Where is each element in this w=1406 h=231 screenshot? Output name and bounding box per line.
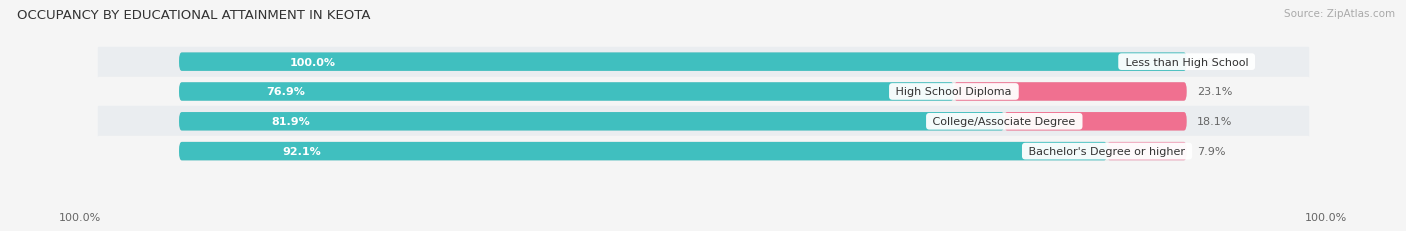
Bar xyxy=(98,137,1308,166)
Text: College/Associate Degree: College/Associate Degree xyxy=(929,117,1080,127)
Text: OCCUPANCY BY EDUCATIONAL ATTAINMENT IN KEOTA: OCCUPANCY BY EDUCATIONAL ATTAINMENT IN K… xyxy=(17,9,370,22)
Bar xyxy=(98,107,1308,137)
Bar xyxy=(98,77,1308,107)
Text: 23.1%: 23.1% xyxy=(1197,87,1232,97)
Text: 0.0%: 0.0% xyxy=(1197,57,1225,67)
FancyBboxPatch shape xyxy=(179,53,1187,72)
Legend: Owner-occupied, Renter-occupied: Owner-occupied, Renter-occupied xyxy=(579,228,827,231)
Text: 100.0%: 100.0% xyxy=(1305,212,1347,222)
FancyBboxPatch shape xyxy=(179,142,1107,161)
Text: 92.1%: 92.1% xyxy=(283,146,321,156)
FancyBboxPatch shape xyxy=(179,112,1004,131)
Text: Less than High School: Less than High School xyxy=(1122,57,1251,67)
Text: 100.0%: 100.0% xyxy=(290,57,336,67)
Text: 7.9%: 7.9% xyxy=(1197,146,1225,156)
FancyBboxPatch shape xyxy=(179,53,1187,72)
Text: Source: ZipAtlas.com: Source: ZipAtlas.com xyxy=(1284,9,1395,19)
FancyBboxPatch shape xyxy=(1107,142,1187,161)
FancyBboxPatch shape xyxy=(179,83,953,101)
Text: High School Diploma: High School Diploma xyxy=(893,87,1015,97)
Text: 76.9%: 76.9% xyxy=(267,87,305,97)
FancyBboxPatch shape xyxy=(179,112,1187,131)
Text: 18.1%: 18.1% xyxy=(1197,117,1232,127)
FancyBboxPatch shape xyxy=(953,83,1187,101)
Text: 100.0%: 100.0% xyxy=(59,212,101,222)
Bar xyxy=(98,48,1308,77)
Text: Bachelor's Degree or higher: Bachelor's Degree or higher xyxy=(1025,146,1189,156)
FancyBboxPatch shape xyxy=(179,83,1187,101)
FancyBboxPatch shape xyxy=(1004,112,1187,131)
Text: 81.9%: 81.9% xyxy=(271,117,311,127)
FancyBboxPatch shape xyxy=(179,142,1187,161)
